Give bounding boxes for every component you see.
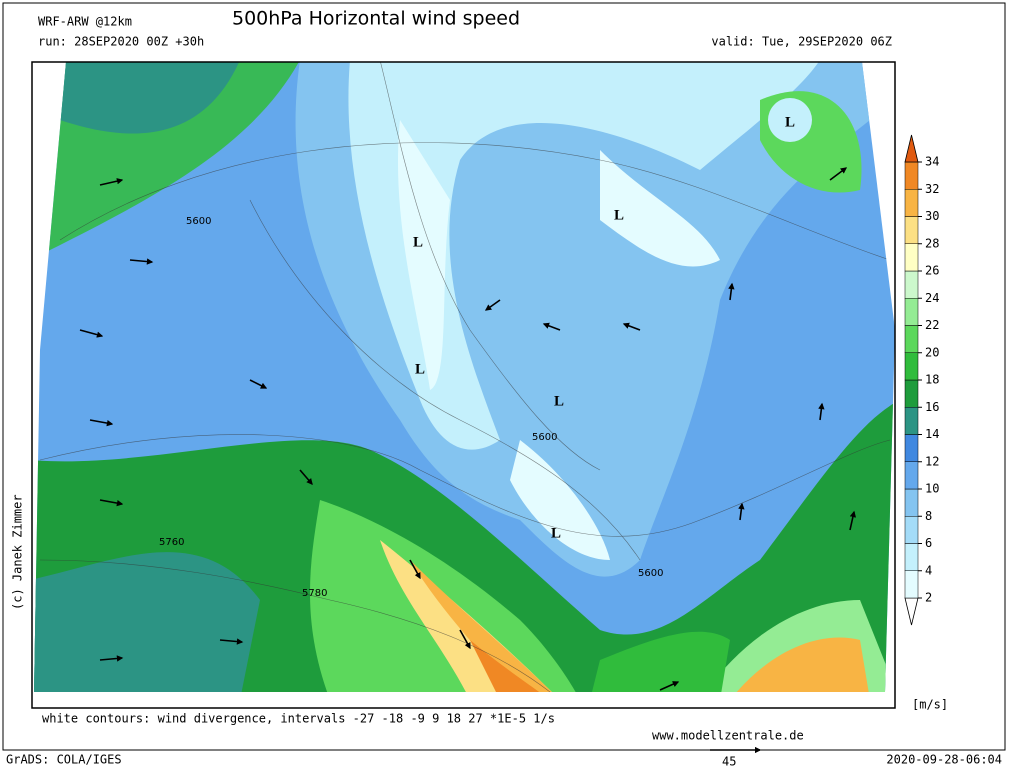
colorbar-band <box>904 189 919 217</box>
footer-note: white contours: wind divergence, interva… <box>42 712 555 726</box>
pressure-label: L <box>554 393 564 409</box>
colorbar-band <box>904 407 919 435</box>
colorbar-tick-label: 22 <box>925 318 939 332</box>
colorbar-band <box>904 216 919 244</box>
run-label: run: 28SEP2020 00Z +30h <box>38 35 204 49</box>
colorbar-tick-label: 8 <box>925 509 932 523</box>
colorbar-extension <box>904 597 919 626</box>
colorbar-band <box>904 570 919 599</box>
scale-arrow-label: 45 <box>722 755 736 768</box>
timestamp: 2020-09-28-06:04 <box>886 753 1002 767</box>
colorbar-band <box>904 461 919 490</box>
colorbar-tick-label: 26 <box>925 264 939 278</box>
colorbar-tick-label: 28 <box>925 236 939 250</box>
website: www.modellzentrale.de <box>652 729 804 743</box>
colorbar-band <box>904 434 919 462</box>
colorbar-band <box>904 543 919 571</box>
colorbar-band <box>904 161 919 190</box>
pressure-label: L <box>614 207 624 223</box>
colorbar-tick-label: 2 <box>925 591 932 605</box>
colorbar-tick-label: 16 <box>925 400 939 414</box>
pressure-label: L <box>413 234 423 250</box>
contour-label: 5600 <box>186 216 211 227</box>
colorbar-unit: [m/s] <box>912 698 948 712</box>
colorbar-extension <box>904 134 919 163</box>
copyright: (c) Janek Zimmer <box>11 494 25 610</box>
model-label: WRF-ARW @12km <box>38 15 132 29</box>
colorbar-band <box>904 325 919 353</box>
colorbar-tick-label: 34 <box>925 155 939 169</box>
colorbar-band <box>904 243 919 272</box>
map-title: 500hPa Horizontal wind speed <box>232 8 520 30</box>
map-area: L L L L L L 5600 5600 5600 5760 5780 <box>34 62 895 692</box>
contour-label: 5600 <box>638 568 663 579</box>
colorbar-band <box>904 379 919 408</box>
valid-label: valid: Tue, 29SEP2020 06Z <box>711 35 892 49</box>
page-frame <box>2 2 1006 751</box>
colorbar-tick-label: 12 <box>925 454 939 468</box>
colorbar-tick-label: 10 <box>925 482 939 496</box>
pressure-label: L <box>551 525 561 541</box>
pressure-label: L <box>415 361 425 377</box>
contour-label: 5760 <box>159 537 184 548</box>
colorbar-tick-label: 14 <box>925 427 939 441</box>
colorbar-band <box>904 488 919 517</box>
colorbar-band <box>904 352 919 381</box>
contour-label: 5600 <box>532 432 557 443</box>
pressure-label: L <box>785 114 795 130</box>
software: GrADS: COLA/IGES <box>6 753 122 767</box>
contour-label: 5780 <box>302 588 327 599</box>
map-frame <box>31 61 896 709</box>
colorbar-tick-label: 18 <box>925 373 939 387</box>
colorbar-band <box>904 298 919 326</box>
colorbar-tick-label: 24 <box>925 291 939 305</box>
wind-arrows <box>79 167 857 691</box>
colorbar-tick-label: 30 <box>925 209 939 223</box>
colorbar-band <box>904 270 919 299</box>
colorbar-tick-label: 6 <box>925 536 932 550</box>
colorbar-band <box>904 516 919 544</box>
colorbar-tick-label: 32 <box>925 182 939 196</box>
colorbar-tick-label: 20 <box>925 345 939 359</box>
colorbar-tick-label: 4 <box>925 563 932 577</box>
